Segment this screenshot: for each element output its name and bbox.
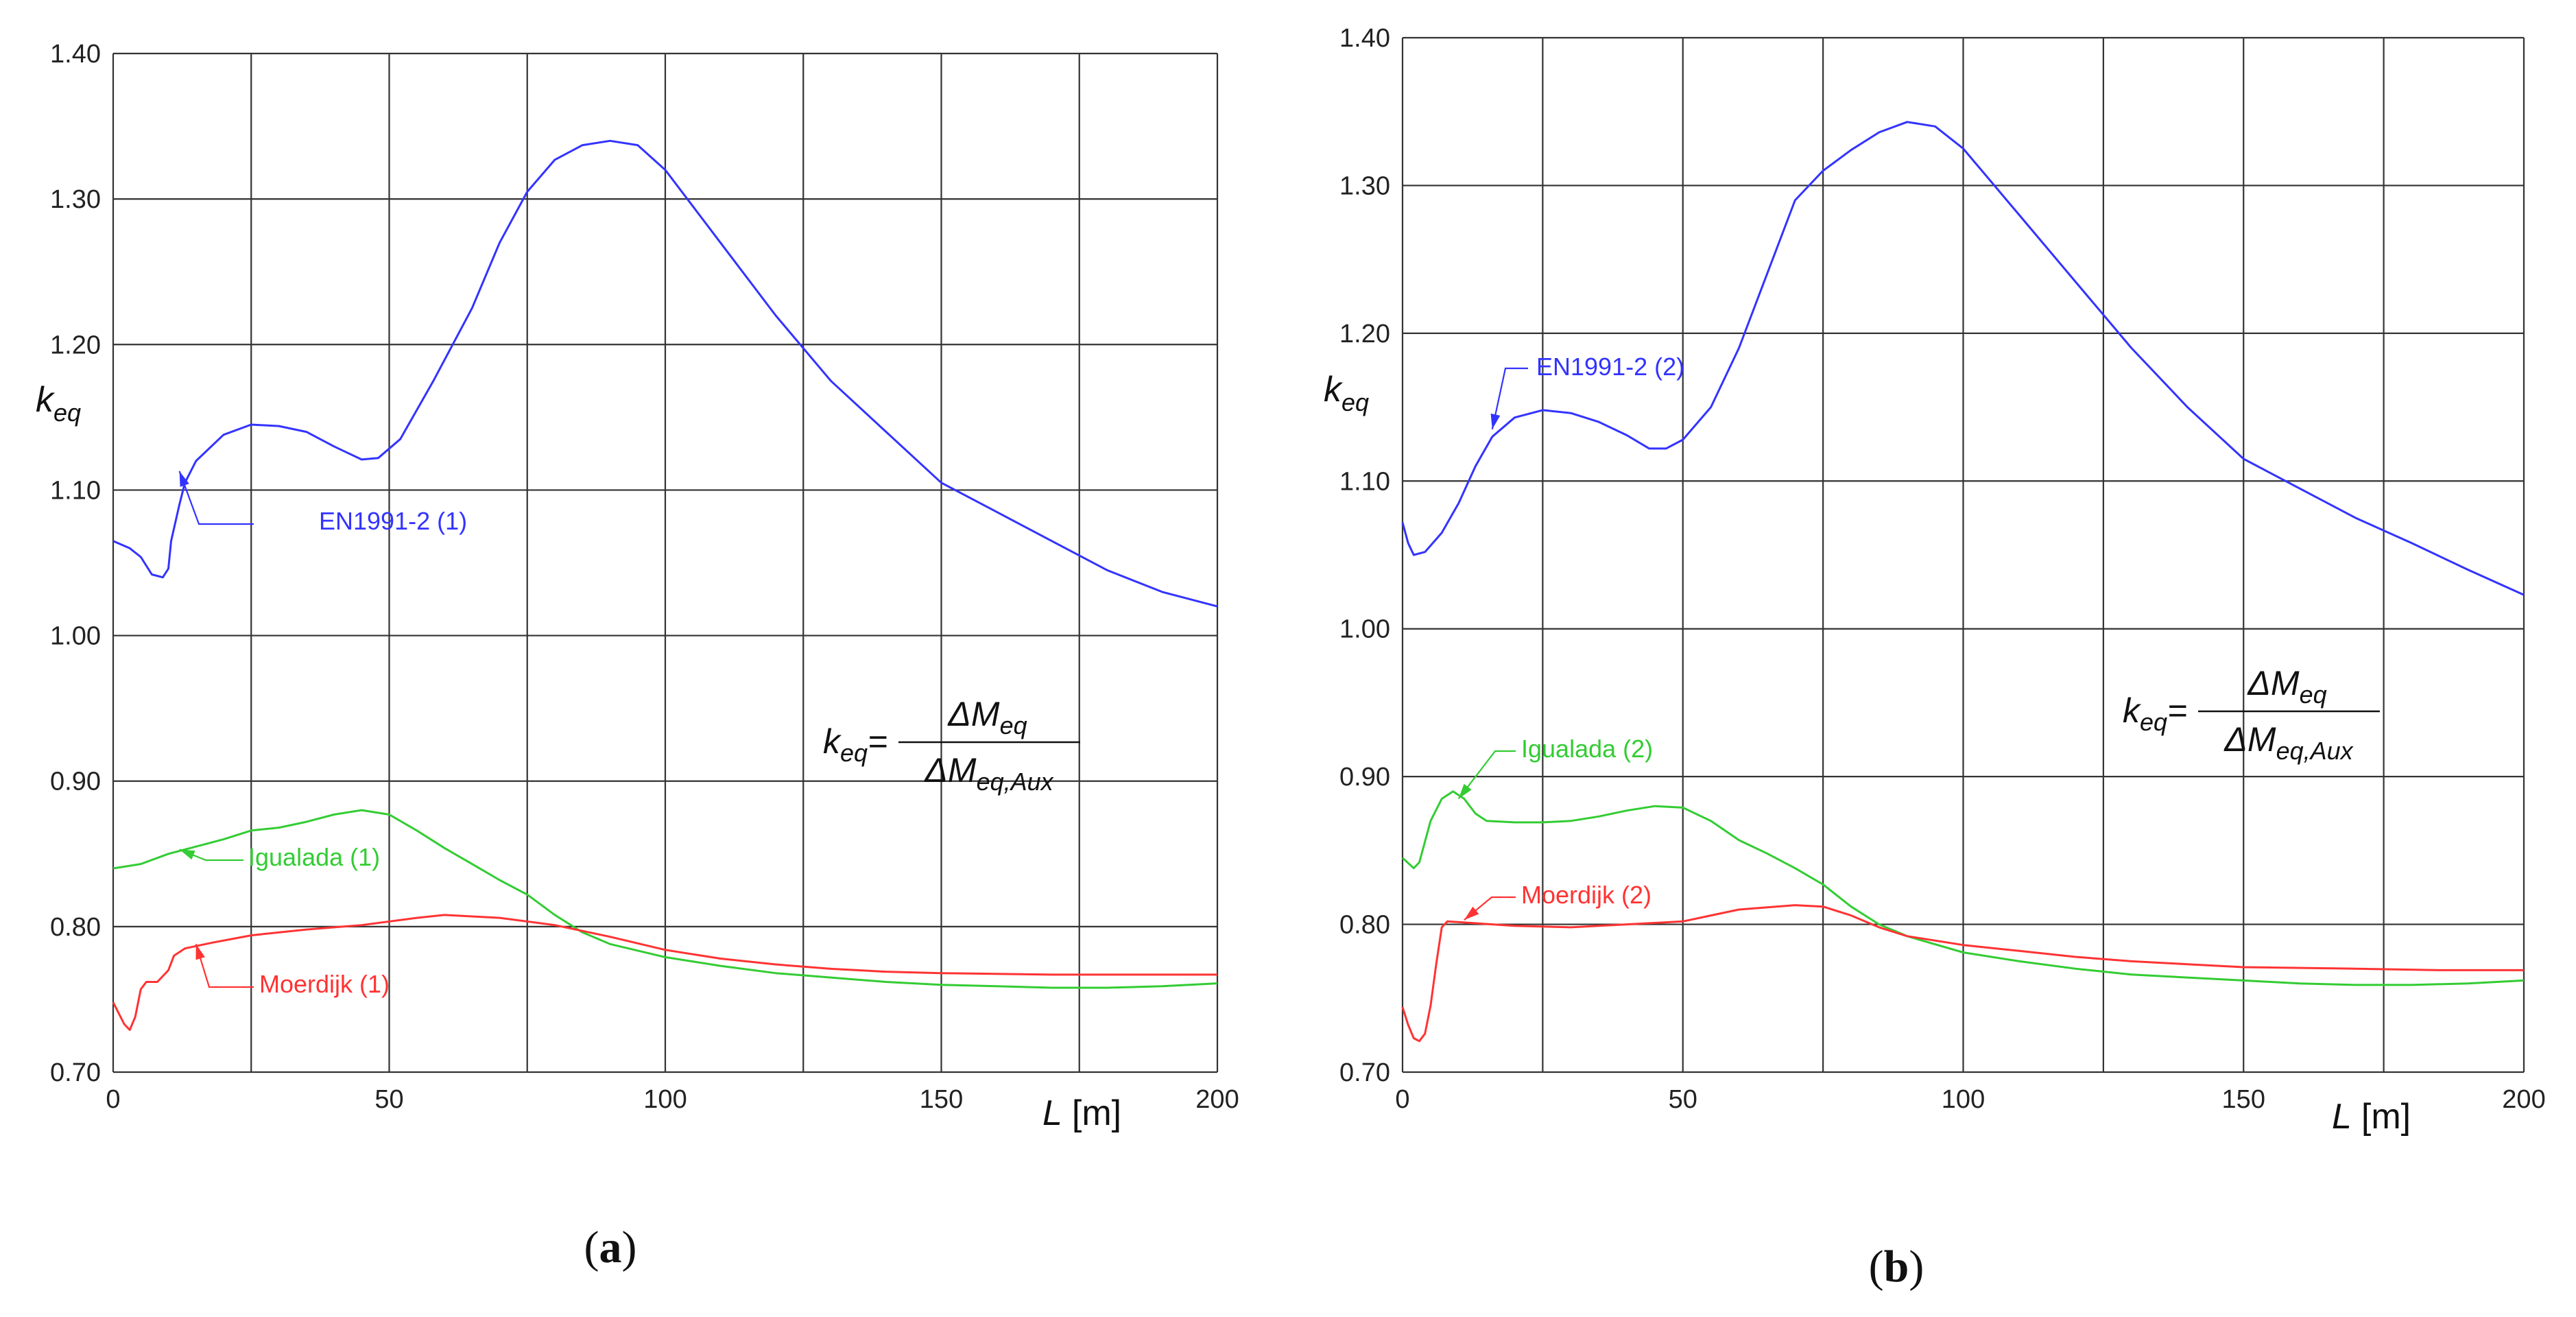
y-tick-label: 1.20 [1339, 320, 1390, 348]
formula-keq: keq= ΔMeq ΔMeq,Aux [2123, 664, 2380, 765]
svg-text:ΔMeq: ΔMeq [2247, 664, 2326, 709]
x-tick-label: 0 [1395, 1085, 1409, 1114]
y-tick-label: 1.10 [50, 476, 101, 505]
x-tick-label: 0 [106, 1085, 120, 1114]
svg-text:ΔMeq,Aux: ΔMeq,Aux [2223, 720, 2354, 765]
y-tick-label: 1.00 [50, 622, 101, 651]
annotation-arrowhead [195, 944, 205, 960]
annotation-arrowhead [1458, 783, 1472, 799]
x-tick-label: 50 [1669, 1085, 1697, 1114]
series-annotation-label: EN1991-2 (1) [319, 507, 467, 535]
x-axis-label: L [m] [2332, 1097, 2411, 1137]
y-tick-label: 1.40 [50, 40, 101, 69]
annotation-leader [195, 943, 254, 988]
y-tick-label: 0.90 [50, 768, 101, 796]
x-tick-label: 50 [374, 1085, 403, 1114]
y-tick-label: 1.30 [1339, 171, 1390, 200]
series-line-en1991-2-1 [112, 139, 1218, 608]
series-line-en1991-2-2 [1401, 121, 2525, 596]
annotation-leader [1457, 750, 1516, 800]
y-tick-label: 1.10 [1339, 467, 1390, 496]
y-tick-label: 0.80 [50, 913, 101, 942]
series-annotation-label: Igualada (1) [248, 843, 380, 871]
series-annotation-label: EN1991-2 (2) [1536, 353, 1684, 381]
annotation-arrowhead [1464, 906, 1479, 921]
annotation-arrowhead [179, 849, 195, 860]
series-line-moerdijk-1 [112, 914, 1217, 1031]
y-tick-label: 0.70 [50, 1058, 101, 1087]
y-tick-label: 1.20 [50, 331, 101, 359]
x-tick-label: 100 [1942, 1085, 1985, 1114]
svg-text:keq=: keq= [2123, 691, 2187, 736]
x-tick-label: 100 [643, 1085, 687, 1114]
formula-keq: keq= ΔMeq ΔMeq,Aux [823, 695, 1080, 796]
y-tick-label: 1.40 [1339, 24, 1390, 53]
y-tick-label: 0.80 [1339, 911, 1390, 940]
x-tick-label: 150 [920, 1085, 963, 1114]
annotation-leader [1491, 367, 1528, 430]
annotation-arrowhead [1490, 413, 1501, 429]
y-tick-label: 0.90 [1339, 763, 1390, 792]
y-axis-label: keq [1324, 370, 1369, 416]
annotation-leader [178, 471, 254, 525]
series-annotation-label: Igualada (2) [1521, 735, 1653, 763]
annotation-arrowhead [179, 471, 189, 487]
series-annotation-label: Moerdijk (2) [1521, 881, 1651, 909]
svg-text:ΔMeq: ΔMeq [947, 695, 1027, 739]
svg-text:keq=: keq= [823, 722, 887, 767]
x-tick-label: 150 [2222, 1085, 2265, 1114]
chart-panel-a: 0.70 0.80 0.90 1.00 1.10 1.20 1.30 1.40 0 50 100 15… [36, 40, 1239, 1272]
x-tick-label: 200 [2502, 1085, 2545, 1114]
panel-label: (b) [1869, 1242, 1924, 1292]
x-tick-label: 200 [1195, 1085, 1239, 1114]
y-tick-label: 1.30 [50, 185, 101, 214]
series-annotation-label: Moerdijk (1) [259, 970, 390, 998]
y-tick-label: 1.00 [1339, 615, 1390, 644]
chart-panel-b: 0.70 0.80 0.90 1.00 1.10 1.20 1.30 1.40 0 50 100 15… [1324, 24, 2546, 1292]
series-line-igualada-1 [112, 809, 1218, 989]
x-axis-label: L [m] [1042, 1093, 1121, 1133]
y-axis-label: keq [36, 380, 81, 427]
svg-text:ΔMeq,Aux: ΔMeq,Aux [924, 751, 1054, 796]
series-line-moerdijk-2 [1401, 904, 2524, 1043]
y-tick-label: 0.70 [1339, 1058, 1390, 1087]
panel-label: (a) [584, 1222, 637, 1272]
